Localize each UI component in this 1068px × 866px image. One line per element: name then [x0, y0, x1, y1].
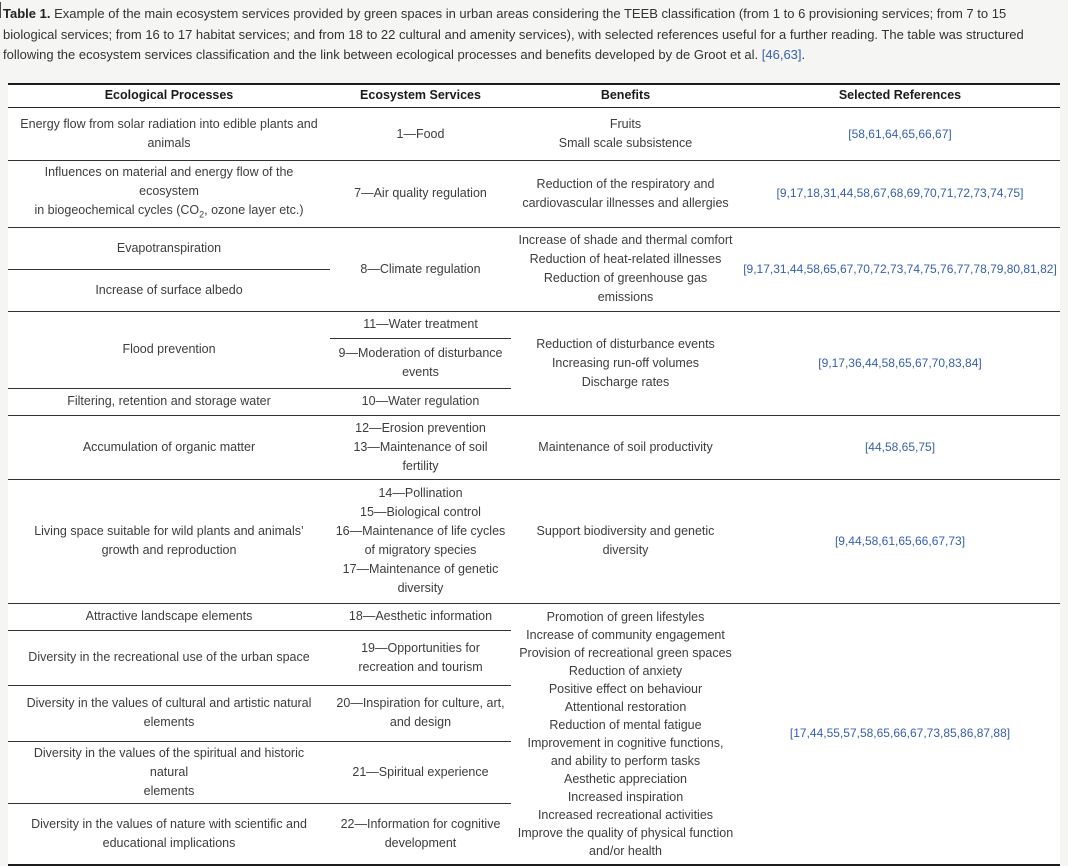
- citation-link[interactable]: [9,44,58,61,65,66,67,73]: [835, 534, 965, 548]
- header-row: Ecological Processes Ecosystem Services …: [8, 84, 1060, 108]
- cell-water-benefits: Reduction of disturbance events Increasi…: [511, 311, 740, 415]
- table-caption-text: Example of the main ecosystem services p…: [3, 6, 1024, 62]
- column-header-ecosystem-services: Ecosystem Services: [330, 84, 511, 108]
- cell-cultural-process-landscape: Attractive landscape elements: [8, 603, 330, 630]
- cell-air-references: [9,17,18,31,44,58,67,68,69,70,71,72,73,7…: [740, 161, 1060, 228]
- cell-biodiversity-benefits: Support biodiversity and genetic diversi…: [511, 479, 740, 603]
- cell-cultural-service-inspiration: 20—Inspiration for culture, art, and des…: [330, 685, 511, 741]
- cell-water-process-filtering: Filtering, retention and storage water: [8, 388, 330, 415]
- cell-water-service-moderation: 9—Moderation of disturbance events: [330, 338, 511, 388]
- cell-air-benefits: Reduction of the respiratory and cardiov…: [511, 161, 740, 228]
- citation-link[interactable]: [58,61,64,65,66,67]: [848, 127, 951, 141]
- cell-soil-services: 12—Erosion prevention 13—Maintenance of …: [330, 415, 511, 479]
- cell-water-service-treatment: 11—Water treatment: [330, 311, 511, 338]
- table-caption: Table 1. Example of the main ecosystem s…: [0, 0, 1065, 66]
- cell-climate-process-evapotranspiration: Evapotranspiration: [8, 227, 330, 269]
- cell-climate-benefits: Increase of shade and thermal comfort Re…: [511, 227, 740, 311]
- column-header-selected-references: Selected References: [740, 84, 1060, 108]
- table-row-air-quality: Influences on material and energy flow o…: [8, 161, 1060, 228]
- cell-biodiversity-services: 14—Pollination 15—Biological control 16—…: [330, 479, 511, 603]
- cell-biodiversity-process: Living space suitable for wild plants an…: [8, 479, 330, 603]
- cell-water-service-regulation: 10—Water regulation: [330, 388, 511, 415]
- cell-food-references: [58,61,64,65,66,67]: [740, 108, 1060, 161]
- citation-link[interactable]: [9,17,31,44,58,65,67,70,72,73,74,75,76,7…: [743, 262, 1057, 276]
- caption-citation-link[interactable]: [46,63]: [762, 47, 802, 62]
- caption-period: .: [802, 47, 806, 62]
- cell-cultural-references: [17,44,55,57,58,65,66,67,73,85,86,87,88]: [740, 603, 1060, 865]
- citation-link[interactable]: [17,44,55,57,58,65,66,67,73,85,86,87,88]: [790, 726, 1010, 740]
- cell-food-process: Energy flow from solar radiation into ed…: [8, 108, 330, 161]
- cell-soil-process: Accumulation of organic matter: [8, 415, 330, 479]
- text-cursor-artifact: [0, 2, 1, 18]
- table-row-cultural-1: Attractive landscape elements 18—Aesthet…: [8, 603, 1060, 630]
- cell-climate-references: [9,17,31,44,58,65,67,70,72,73,74,75,76,7…: [740, 227, 1060, 311]
- cell-cultural-benefits: Promotion of green lifestyles Increase o…: [511, 603, 740, 865]
- cell-cultural-process-scientific: Diversity in the values of nature with s…: [8, 803, 330, 865]
- cell-cultural-process-spiritual: Diversity in the values of the spiritual…: [8, 741, 330, 803]
- cell-soil-references: [44,58,65,75]: [740, 415, 1060, 479]
- cell-climate-service: 8—Climate regulation: [330, 227, 511, 311]
- citation-link[interactable]: [44,58,65,75]: [865, 440, 935, 454]
- table-row-climate-1: Evapotranspiration 8—Climate regulation …: [8, 227, 1060, 269]
- cell-cultural-service-recreation: 19—Opportunities for recreation and tour…: [330, 630, 511, 685]
- table-row-soil: Accumulation of organic matter 12—Erosio…: [8, 415, 1060, 479]
- column-header-benefits: Benefits: [511, 84, 740, 108]
- citation-link[interactable]: [9,17,18,31,44,58,67,68,69,70,71,72,73,7…: [777, 186, 1024, 200]
- cell-cultural-process-artistic: Diversity in the values of cultural and …: [8, 685, 330, 741]
- table-caption-label: Table 1.: [3, 6, 50, 21]
- table-row-food: Energy flow from solar radiation into ed…: [8, 108, 1060, 161]
- cell-food-benefits: Fruits Small scale subsistence: [511, 108, 740, 161]
- column-header-ecological-processes: Ecological Processes: [8, 84, 330, 108]
- cell-air-service: 7—Air quality regulation: [330, 161, 511, 228]
- cell-cultural-process-recreation: Diversity in the recreational use of the…: [8, 630, 330, 685]
- table-row-biodiversity: Living space suitable for wild plants an…: [8, 479, 1060, 603]
- cell-cultural-service-aesthetic: 18—Aesthetic information: [330, 603, 511, 630]
- table-row-water-1: Flood prevention 11—Water treatment Redu…: [8, 311, 1060, 338]
- cell-air-process: Influences on material and energy flow o…: [8, 161, 330, 228]
- cell-soil-benefits: Maintenance of soil productivity: [511, 415, 740, 479]
- ecosystem-services-table: Ecological Processes Ecosystem Services …: [8, 83, 1060, 866]
- cell-water-references: [9,17,36,44,58,65,67,70,83,84]: [740, 311, 1060, 415]
- cell-cultural-service-spiritual: 21—Spiritual experience: [330, 741, 511, 803]
- cell-food-service: 1—Food: [330, 108, 511, 161]
- citation-link[interactable]: [9,17,36,44,58,65,67,70,83,84]: [818, 356, 981, 370]
- cell-water-process-flood-prevention: Flood prevention: [8, 311, 330, 388]
- cell-biodiversity-references: [9,44,58,61,65,66,67,73]: [740, 479, 1060, 603]
- cell-cultural-service-cognitive: 22—Information for cognitive development: [330, 803, 511, 865]
- cell-climate-process-albedo: Increase of surface albedo: [8, 269, 330, 311]
